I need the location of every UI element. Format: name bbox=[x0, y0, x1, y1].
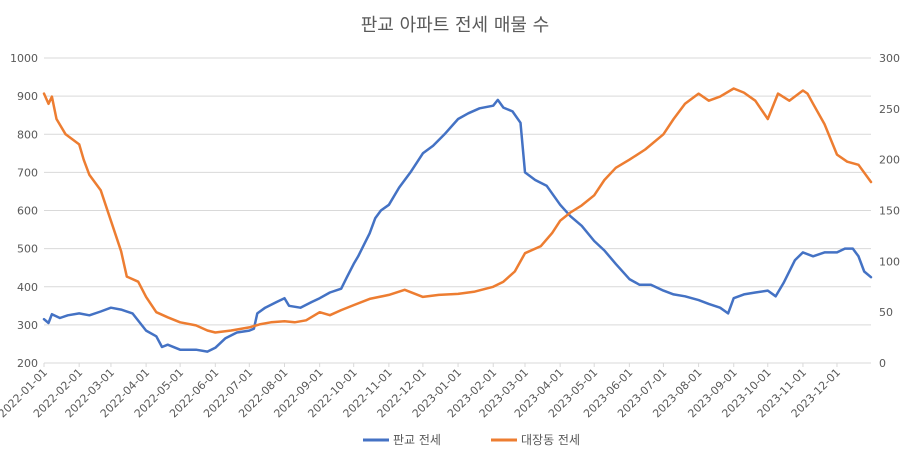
x-axis-ticks: 2022-01-012022-02-012022-03-012022-04-01… bbox=[0, 363, 843, 420]
chart-title: 판교 아파트 전세 매물 수 bbox=[361, 15, 550, 36]
y-right-tick-label: 150 bbox=[879, 205, 900, 218]
y-left-tick-label: 600 bbox=[17, 205, 38, 218]
right-axis-ticks: 0 50 100 150 200 250 300 bbox=[879, 52, 900, 370]
legend-item: 판교 전세 bbox=[363, 433, 441, 447]
y-left-tick-label: 200 bbox=[17, 357, 38, 370]
y-left-tick-label: 1000 bbox=[10, 52, 38, 65]
series-lines bbox=[42, 87, 873, 353]
legend: 판교 전세 대장동 전세 bbox=[363, 433, 580, 447]
legend-label: 판교 전세 bbox=[393, 433, 441, 447]
y-left-tick-label: 400 bbox=[17, 281, 38, 294]
y-right-tick-label: 100 bbox=[879, 255, 900, 268]
series-line-2 bbox=[42, 87, 873, 334]
legend-label: 대장동 전세 bbox=[521, 433, 580, 447]
y-right-tick-label: 250 bbox=[879, 103, 900, 116]
y-left-tick-label: 900 bbox=[17, 90, 38, 103]
y-right-tick-label: 200 bbox=[879, 154, 900, 167]
left-axis-ticks: 200 300 400 500 600 700 800 900 1000 bbox=[10, 52, 38, 370]
y-left-tick-label: 800 bbox=[17, 128, 38, 141]
y-right-tick-label: 300 bbox=[879, 52, 900, 65]
y-right-tick-label: 50 bbox=[879, 306, 893, 319]
series-line-1 bbox=[42, 98, 873, 353]
y-right-tick-label: 0 bbox=[879, 357, 886, 370]
y-left-tick-label: 500 bbox=[17, 243, 38, 256]
y-left-tick-label: 700 bbox=[17, 166, 38, 179]
y-left-tick-label: 300 bbox=[17, 319, 38, 332]
legend-item: 대장동 전세 bbox=[491, 433, 580, 447]
gridlines bbox=[44, 57, 871, 364]
